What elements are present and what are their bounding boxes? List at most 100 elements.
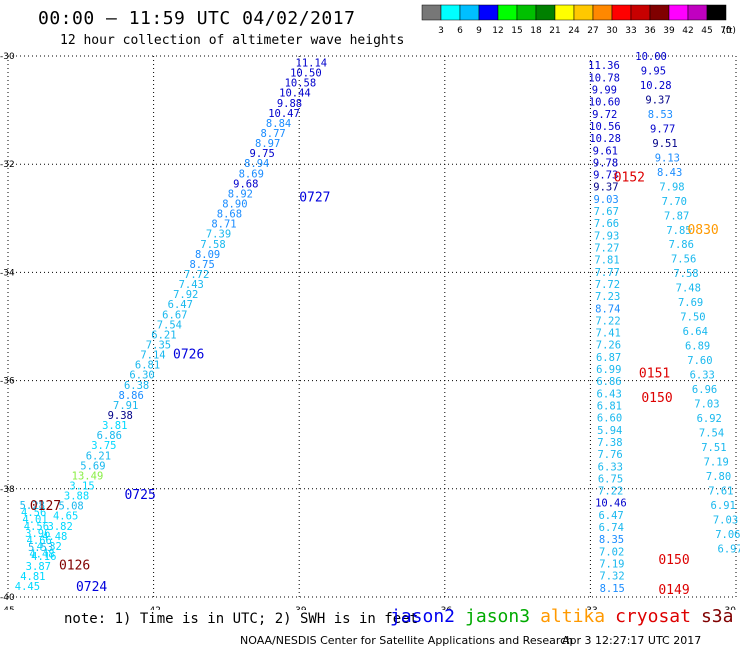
- color-scale-legend: 3 6 9 12 15 18 21 24 27 30 33 36 39 42 45 70(ft): [421, 4, 736, 36]
- wave-height-value: 7.58: [673, 268, 698, 280]
- wave-height-value: 7.51: [701, 442, 726, 454]
- wave-height-value: 4.48: [29, 549, 54, 561]
- wave-height-value: 6.21: [86, 450, 111, 462]
- wave-height-value: 9.72: [592, 109, 617, 121]
- wave-height-value: 5.08: [58, 501, 83, 513]
- color-scale-label: 39: [663, 26, 675, 36]
- x-tick-label: -45: [0, 606, 15, 610]
- wave-height-value: 6.43: [597, 388, 622, 400]
- wave-height-value: 8.77: [260, 128, 285, 140]
- altimeter-track: 10.00 9.95 10.28 9.37 8.53 9.77 9.51 9.13 8.43 7.…: [635, 51, 740, 555]
- wave-height-value: 7.67: [594, 206, 619, 218]
- wave-height-value: 7.58: [200, 239, 225, 251]
- legend-entry-jason2: jason2: [390, 606, 456, 627]
- wave-height-value: 10.44: [279, 88, 311, 100]
- wave-height-value: 6.91: [711, 500, 736, 512]
- wave-height-value: 8.35: [599, 534, 624, 546]
- legend-entry-altika: altika: [540, 606, 606, 627]
- wave-height-value: 8.68: [217, 209, 242, 221]
- wave-height-value: 9.38: [108, 410, 133, 422]
- wave-height-value: 7.81: [594, 255, 619, 267]
- wave-height-value: 10.28: [589, 133, 621, 145]
- page-subtitle: 12 hour collection of altimeter wave hei…: [60, 33, 405, 48]
- wave-height-value: 4.01: [22, 514, 47, 526]
- wave-height-value: 9.78: [593, 157, 618, 169]
- legend-entry-cryosat: cryosat: [615, 606, 691, 627]
- wave-height-value: 9.37: [593, 182, 618, 194]
- wave-height-value: 10.60: [589, 97, 621, 109]
- wave-height-value: 7.87: [664, 210, 689, 222]
- color-scale-label: (ft): [722, 26, 736, 36]
- wave-height-value: 7.41: [596, 328, 621, 340]
- pass-time-label: 0152: [614, 171, 645, 186]
- wave-height-value: 7.66: [594, 218, 619, 230]
- wave-height-value: 3.15: [69, 480, 94, 492]
- wave-height-value: 7.03: [713, 514, 738, 526]
- wave-height-value: 8.94: [244, 158, 269, 170]
- wave-height-value: 8.97: [255, 138, 280, 150]
- wave-height-value: 6.30: [129, 370, 154, 382]
- wave-height-value: 7.61: [708, 485, 733, 497]
- wave-height-value: 8.92: [228, 188, 253, 200]
- wave-height-value: 9.75: [250, 148, 275, 160]
- wave-height-value: 6.86: [97, 430, 122, 442]
- x-tick-label: -33: [583, 606, 598, 610]
- pass-time-label: 0726: [173, 348, 204, 363]
- wave-height-value: 9.77: [650, 123, 675, 135]
- wave-height-value: 6.47: [598, 510, 623, 522]
- wave-height-value: 6.64: [683, 326, 708, 338]
- wave-height-value: 6.87: [596, 352, 621, 364]
- wave-height-value: 7.22: [598, 486, 623, 498]
- color-scale-label: 18: [530, 26, 542, 36]
- wave-height-value: 6.47: [168, 299, 193, 311]
- wave-height-value: 9.88: [277, 98, 302, 110]
- wave-height-value: 3.87: [26, 561, 51, 573]
- wave-height-value: 9.37: [645, 94, 670, 106]
- wave-height-value: 7.80: [706, 471, 731, 483]
- generated-timestamp: Apr 3 12:27:17 UTC 2017: [562, 634, 702, 647]
- credit-line: NOAA/NESDIS Center for Satellite Applica…: [240, 634, 574, 647]
- wave-height-value: 9.51: [652, 138, 677, 150]
- wave-height-value: 6.99: [596, 364, 621, 376]
- wave-height-value: 9.61: [593, 145, 618, 157]
- x-tick-label: -30: [721, 606, 736, 610]
- wave-height-value: 7.27: [594, 243, 619, 255]
- wave-height-value: 8.69: [239, 168, 264, 180]
- wave-height-value: 7.26: [596, 340, 621, 352]
- wave-height-value: 3.88: [64, 491, 89, 503]
- wave-height-value: 8.86: [119, 390, 144, 402]
- wave-height-value: 8.71: [211, 219, 236, 231]
- wave-height-value: 4.65: [53, 511, 78, 523]
- wave-height-value: 11.14: [296, 57, 328, 69]
- wave-height-value: 7.06: [715, 529, 740, 541]
- y-tick-label: -30: [0, 52, 15, 62]
- wave-height-value: 5.69: [80, 460, 105, 472]
- wave-height-value: 10.28: [640, 80, 672, 92]
- x-tick-label: -39: [292, 606, 307, 610]
- color-scale-label: 21: [549, 26, 560, 36]
- wave-height-value: 10.56: [589, 121, 621, 133]
- wave-height-value: 3.81: [102, 420, 127, 432]
- y-tick-label: -34: [0, 268, 15, 278]
- wave-height-value: 9.99: [592, 85, 617, 97]
- wave-height-value: 7.72: [595, 279, 620, 291]
- wave-height-value: 7.02: [599, 546, 624, 558]
- wave-height-value: 4.45: [15, 581, 40, 593]
- wave-height-value: 10.47: [268, 108, 300, 120]
- wave-height-value: 7.03: [694, 399, 719, 411]
- wave-height-value: 5.94: [597, 425, 622, 437]
- wave-height-value: 7.19: [704, 456, 729, 468]
- wave-height-value: 6.33: [690, 370, 715, 382]
- wave-height-value: 5.53: [28, 542, 53, 554]
- wave-height-value: 3.75: [91, 440, 116, 452]
- altimeter-track: 11.1410.5010.5810.449.8810.478.848.778.9…: [15, 57, 327, 593]
- wave-height-value: 6.74: [599, 522, 624, 534]
- wave-height-value: 4.48: [42, 531, 67, 543]
- color-scale-label: 6: [457, 26, 463, 36]
- color-scale-label: 9: [476, 26, 482, 36]
- altimeter-track: 5.284.564.014.563.964.665.534.48: [20, 500, 55, 561]
- wave-height-value: 9.68: [233, 178, 258, 190]
- wave-height-value: 7.39: [206, 229, 231, 241]
- wave-height-value: 7.43: [179, 279, 204, 291]
- wave-height-value: 5.28: [20, 500, 45, 512]
